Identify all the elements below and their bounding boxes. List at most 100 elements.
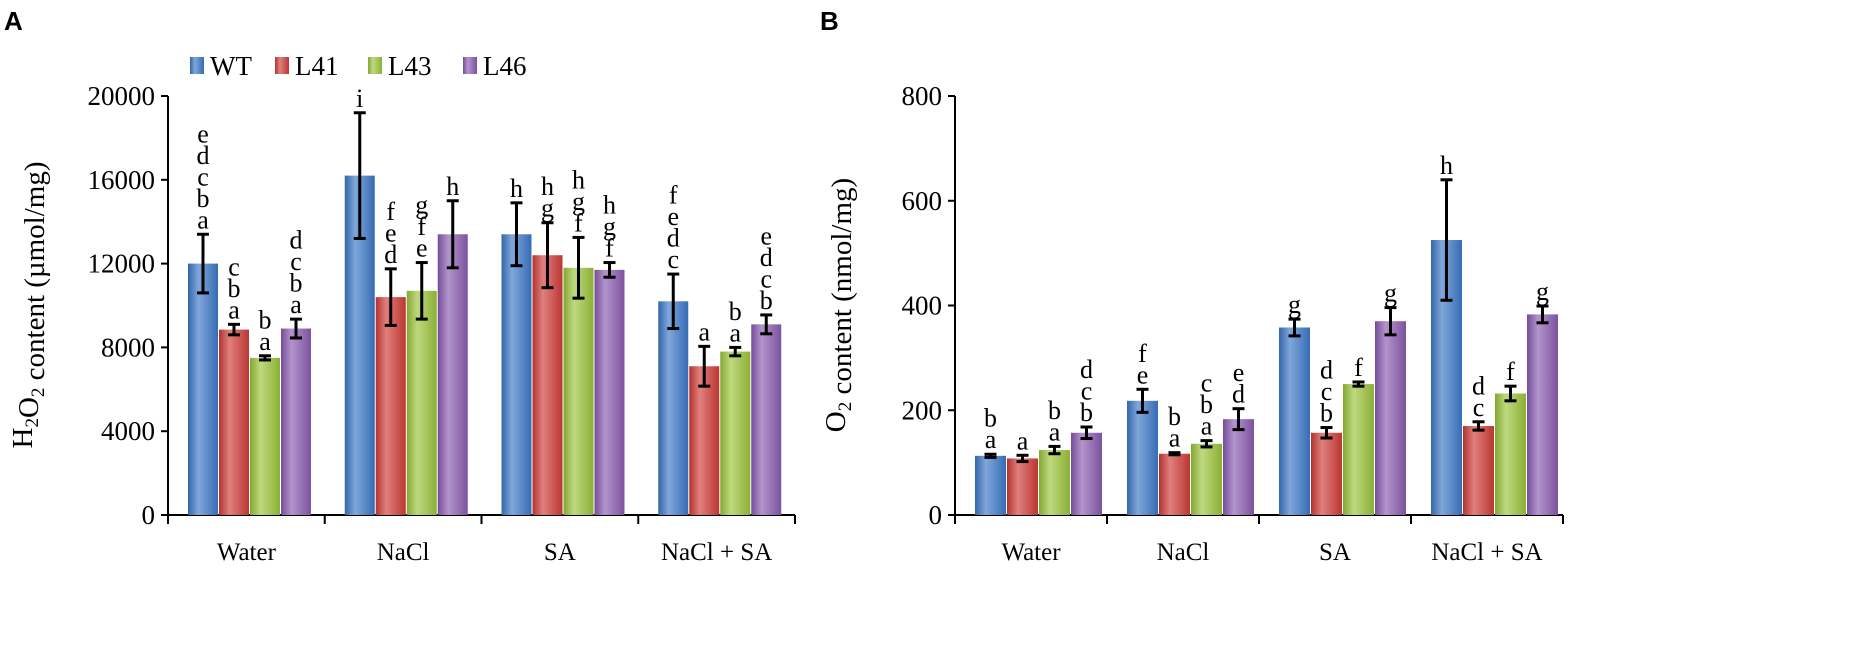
legend-swatch: [275, 57, 289, 74]
bar-l41: [219, 329, 249, 515]
legend-label: L46: [483, 51, 527, 81]
category-label: NaCl: [1157, 539, 1210, 566]
y-tick-label: 16000: [88, 165, 156, 195]
bar-l46: [437, 234, 468, 515]
bar-l43: [1191, 443, 1222, 515]
category-label: NaCl: [377, 539, 430, 566]
legend-label: WT: [210, 51, 252, 81]
bar-l41: [1007, 458, 1038, 515]
significance-letters: h: [1440, 151, 1453, 180]
category-label: SA: [544, 539, 576, 566]
bar-l46: [1527, 314, 1558, 515]
chart-h2o2: 0 4000 8000 12000 16000 20000 Water NaCl SA NaCl …: [7, 81, 796, 566]
legend: WT L41 L43 L46: [190, 51, 527, 81]
significance-letters: a: [698, 317, 710, 346]
y-tick-label: 200: [902, 395, 943, 425]
y-axis-title: H2O2 content (µmol/mg): [7, 161, 51, 448]
y-tick-label: 800: [902, 81, 943, 111]
significance-letters: h: [510, 174, 523, 203]
panel-label-b: B: [820, 6, 839, 36]
bar-l43: [406, 290, 437, 515]
bar-l43: [1495, 393, 1526, 515]
panel-label-a: A: [4, 6, 23, 36]
significance-letters: f: [1506, 357, 1515, 386]
bar-wt: [658, 301, 689, 515]
category-label: NaCl + SA: [661, 539, 772, 566]
chart-o2: 0 200 400 600 800 Water NaCl SA NaCl + SA O2 cont…: [820, 81, 1564, 566]
y-tick-label: 600: [902, 186, 943, 216]
legend-label: L41: [295, 51, 339, 81]
bar-l43: [720, 351, 751, 515]
legend-swatch: [368, 57, 382, 74]
y-tick-label: 0: [929, 500, 943, 530]
significance-letters: a: [1017, 426, 1029, 455]
bar-l41: [1463, 425, 1494, 515]
bar-l46: [1071, 432, 1102, 515]
bar-l46: [281, 328, 311, 515]
bar-l46: [1375, 321, 1406, 515]
category-label: SA: [1319, 539, 1351, 566]
bar-l43: [1039, 450, 1070, 515]
bar-l41: [375, 297, 406, 515]
legend-label: L43: [388, 51, 432, 81]
significance-letters: g: [1536, 277, 1549, 306]
y-tick-label: 8000: [101, 332, 155, 362]
bar-wt: [975, 455, 1006, 515]
bar-wt: [501, 234, 532, 515]
y-tick-label: 20000: [88, 81, 156, 111]
bar-l46: [751, 324, 782, 515]
bar-l41: [1311, 432, 1342, 515]
y-tick-label: 4000: [101, 416, 155, 446]
bar-l46: [1223, 419, 1254, 515]
bar-l43: [563, 267, 594, 515]
legend-item-wt: WT: [190, 51, 252, 81]
category-label: NaCl + SA: [1431, 539, 1542, 566]
category-label: Water: [217, 539, 277, 566]
bar-wt: [1127, 400, 1158, 515]
significance-letters: h: [446, 172, 459, 201]
significance-letters: f: [1354, 353, 1363, 382]
legend-item-l46: L46: [463, 51, 527, 81]
legend-item-l43: L43: [368, 51, 432, 81]
legend-swatch: [463, 57, 477, 74]
y-tick-label: 400: [902, 291, 943, 321]
bar-l41: [689, 366, 720, 515]
significance-letters: g: [1288, 290, 1301, 319]
legend-swatch: [190, 57, 204, 74]
bar-wt: [188, 263, 218, 515]
y-tick-label: 12000: [88, 249, 156, 279]
significance-letters: i: [356, 84, 363, 113]
y-tick-label: 0: [142, 500, 156, 530]
bar-l46: [594, 269, 625, 515]
bar-l41: [532, 255, 563, 515]
category-label: Water: [1001, 539, 1061, 566]
significance-letters: g: [1384, 279, 1397, 308]
bar-l43: [250, 357, 280, 515]
bar-l41: [1159, 453, 1190, 515]
y-axis-title: O2 content (nmol/mg): [820, 178, 858, 432]
bar-wt: [1279, 327, 1310, 515]
legend-item-l41: L41: [275, 51, 339, 81]
